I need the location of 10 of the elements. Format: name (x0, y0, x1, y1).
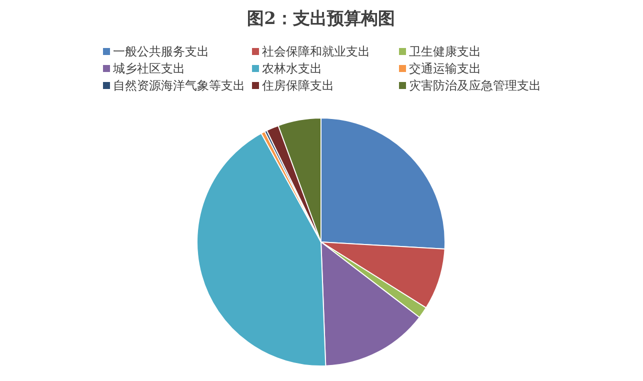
legend-label: 自然资源海洋气象等支出 (113, 78, 245, 92)
legend-label: 卫生健康支出 (409, 44, 481, 58)
legend-label: 交通运输支出 (409, 61, 481, 76)
legend-label: 城乡社区支出 (112, 61, 185, 76)
legend-label: 农林水支出 (262, 61, 322, 76)
legend-label: 一般公共服务支出 (113, 44, 209, 58)
chart-title: 图2：支出预算构图 (247, 9, 395, 29)
legend-label: 社会保障和就业支出 (262, 44, 370, 58)
legend-label: 灾害防治及应急管理支出 (409, 78, 541, 92)
legend-label: 住房保障支出 (261, 78, 334, 92)
